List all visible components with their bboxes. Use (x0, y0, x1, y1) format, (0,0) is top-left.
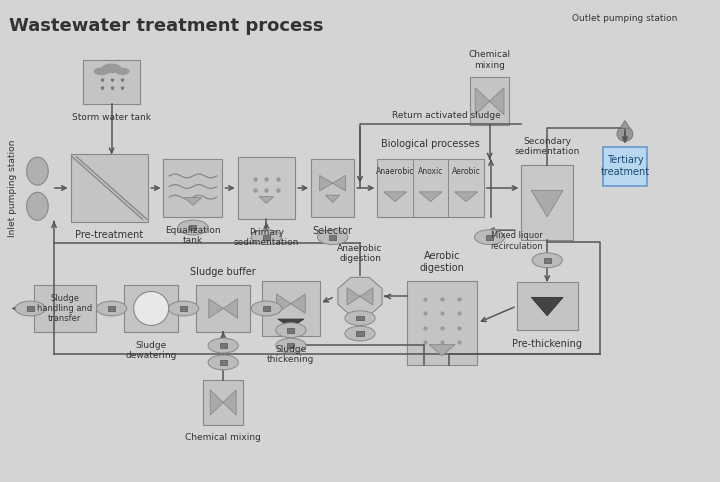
Text: Secondary
sedimentation: Secondary sedimentation (515, 137, 580, 156)
Text: Biological processes: Biological processes (381, 139, 480, 149)
Bar (189, 225, 197, 230)
Ellipse shape (208, 355, 238, 370)
Ellipse shape (345, 326, 375, 341)
Text: Pre-treatment: Pre-treatment (76, 230, 143, 241)
Bar (517, 282, 577, 330)
Ellipse shape (318, 230, 348, 244)
Polygon shape (419, 192, 442, 201)
Ellipse shape (208, 338, 238, 353)
Bar (287, 328, 294, 333)
Text: Selector: Selector (312, 226, 353, 236)
Polygon shape (184, 198, 202, 205)
Text: Anoxic: Anoxic (418, 167, 444, 176)
Bar (263, 306, 270, 311)
Text: Anaerobic
digestion: Anaerobic digestion (337, 244, 383, 263)
Bar (329, 235, 336, 240)
Ellipse shape (276, 338, 306, 353)
Polygon shape (531, 190, 563, 217)
Ellipse shape (251, 301, 282, 316)
Bar (180, 306, 187, 311)
Text: Storm water tank: Storm water tank (72, 113, 151, 122)
Bar (356, 316, 364, 321)
Polygon shape (384, 192, 407, 201)
Bar (262, 281, 320, 336)
Text: Outlet pumping station: Outlet pumping station (572, 14, 678, 24)
Ellipse shape (345, 311, 375, 325)
Ellipse shape (168, 301, 199, 316)
Text: Return activated sludge: Return activated sludge (392, 110, 501, 120)
Text: Tertiary
treatment: Tertiary treatment (600, 156, 649, 177)
Ellipse shape (532, 253, 562, 268)
Ellipse shape (251, 230, 282, 244)
Bar (470, 77, 510, 125)
Ellipse shape (617, 127, 633, 141)
Bar (83, 60, 140, 104)
Text: Primary
sedimentation: Primary sedimentation (234, 228, 299, 247)
Bar (311, 159, 354, 217)
Ellipse shape (102, 64, 122, 73)
Text: Sludge
thickening: Sludge thickening (267, 345, 315, 364)
Text: Sludge buffer: Sludge buffer (190, 267, 256, 277)
Bar (238, 157, 295, 219)
Ellipse shape (27, 157, 48, 185)
Text: Aerobic
digestion: Aerobic digestion (420, 252, 464, 273)
Bar (71, 154, 148, 222)
Bar (124, 285, 179, 332)
Bar (196, 285, 251, 332)
Bar (521, 165, 573, 240)
Text: Mixed liquor
recirculation: Mixed liquor recirculation (490, 231, 544, 251)
Text: Sludge
handling and
transfer: Sludge handling and transfer (37, 294, 92, 323)
Bar (377, 159, 484, 217)
Polygon shape (531, 297, 563, 316)
Polygon shape (209, 299, 238, 318)
Polygon shape (210, 390, 236, 415)
Polygon shape (276, 294, 305, 313)
Bar (263, 235, 270, 240)
Text: Sludge
dewatering: Sludge dewatering (125, 341, 177, 360)
Polygon shape (620, 120, 630, 128)
Bar (356, 331, 364, 336)
Polygon shape (320, 175, 346, 191)
Text: Wastewater treatment process: Wastewater treatment process (9, 17, 323, 35)
Ellipse shape (115, 67, 130, 75)
Ellipse shape (27, 192, 48, 220)
Bar (544, 258, 551, 263)
Text: Anaerobic: Anaerobic (376, 167, 414, 176)
Ellipse shape (96, 301, 127, 316)
Bar (108, 306, 115, 311)
Ellipse shape (474, 230, 505, 244)
Bar (27, 306, 34, 311)
Bar (203, 380, 243, 425)
Ellipse shape (178, 220, 208, 235)
Ellipse shape (94, 67, 109, 75)
Text: Equalization
tank: Equalization tank (165, 226, 221, 245)
Ellipse shape (134, 292, 168, 325)
Bar (220, 360, 227, 365)
Text: Chemical mixing: Chemical mixing (185, 433, 261, 442)
Polygon shape (475, 88, 504, 115)
Ellipse shape (15, 301, 45, 316)
Polygon shape (278, 319, 304, 328)
Bar (163, 159, 222, 217)
Bar (34, 285, 96, 332)
Polygon shape (454, 192, 477, 201)
Polygon shape (338, 278, 382, 315)
Polygon shape (259, 197, 274, 203)
Text: Aerobic: Aerobic (451, 167, 480, 176)
Polygon shape (325, 195, 340, 202)
Text: Pre-thickening: Pre-thickening (512, 339, 582, 349)
Bar (407, 281, 477, 365)
Polygon shape (429, 345, 455, 356)
Polygon shape (347, 288, 373, 305)
Bar (603, 147, 647, 186)
Bar (486, 235, 493, 240)
Bar (287, 343, 294, 348)
Bar (220, 343, 227, 348)
Ellipse shape (276, 323, 306, 337)
Text: Inlet pumping station: Inlet pumping station (9, 139, 17, 237)
Text: Chemical
mixing: Chemical mixing (469, 51, 510, 70)
